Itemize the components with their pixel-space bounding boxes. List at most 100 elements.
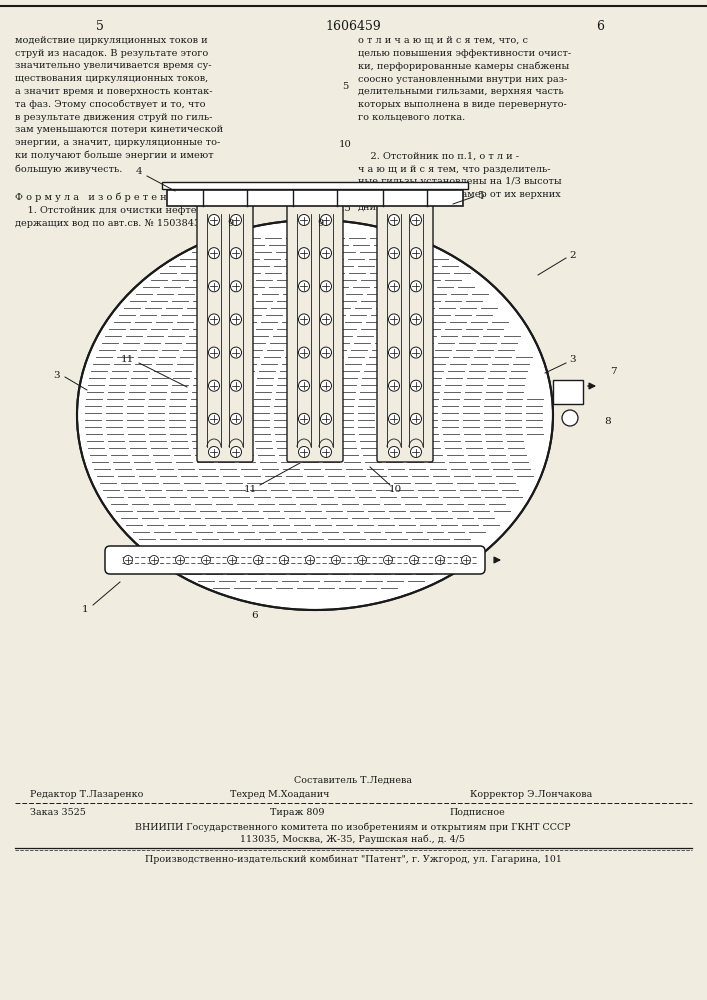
Circle shape (320, 314, 332, 325)
Circle shape (298, 413, 310, 424)
Circle shape (389, 380, 399, 391)
Text: Составитель Т.Леднева: Составитель Т.Леднева (294, 776, 412, 785)
Circle shape (436, 556, 445, 564)
Circle shape (209, 314, 219, 325)
Circle shape (149, 556, 158, 564)
Circle shape (358, 556, 366, 564)
Circle shape (298, 281, 310, 292)
Circle shape (201, 556, 211, 564)
Circle shape (409, 556, 419, 564)
Text: Техред М.Хоаданич: Техред М.Хоаданич (230, 790, 329, 799)
Circle shape (411, 281, 421, 292)
Text: 10: 10 (339, 140, 351, 149)
Text: 11: 11 (243, 486, 257, 494)
Circle shape (411, 248, 421, 259)
Text: Редактор Т.Лазаренко: Редактор Т.Лазаренко (30, 790, 144, 799)
Circle shape (320, 281, 332, 292)
Circle shape (562, 410, 578, 426)
Circle shape (298, 215, 310, 226)
Text: 1: 1 (82, 605, 88, 614)
Text: Производственно-издательский комбинат "Патент", г. Ужгород, ул. Гагарина, 101: Производственно-издательский комбинат "П… (144, 855, 561, 864)
Circle shape (411, 347, 421, 358)
Circle shape (389, 314, 399, 325)
Circle shape (389, 281, 399, 292)
Text: 9: 9 (227, 220, 233, 229)
Circle shape (320, 380, 332, 391)
Circle shape (209, 446, 219, 458)
Circle shape (209, 215, 219, 226)
Text: 5: 5 (477, 190, 484, 200)
Circle shape (175, 556, 185, 564)
Circle shape (298, 347, 310, 358)
Text: о т л и ч а ю щ и й с я тем, что, с
целью повышения эффективности очист-
ки, пер: о т л и ч а ю щ и й с я тем, что, с цель… (358, 36, 571, 122)
Circle shape (320, 215, 332, 226)
Circle shape (332, 556, 341, 564)
Text: 1606459: 1606459 (325, 20, 381, 33)
Circle shape (209, 380, 219, 391)
Text: модействие циркуляционных токов и
струй из насадок. В результате этого
значитель: модействие циркуляционных токов и струй … (15, 36, 223, 174)
Circle shape (230, 380, 242, 391)
FancyBboxPatch shape (197, 204, 253, 462)
Circle shape (411, 446, 421, 458)
Circle shape (298, 380, 310, 391)
Text: 7: 7 (609, 367, 617, 376)
Circle shape (320, 347, 332, 358)
Circle shape (411, 413, 421, 424)
Text: 6: 6 (596, 20, 604, 33)
Text: 11: 11 (120, 356, 134, 364)
Circle shape (254, 556, 262, 564)
Text: Подписное: Подписное (450, 808, 506, 817)
Circle shape (389, 446, 399, 458)
Text: ВНИИПИ Государственного комитета по изобретениям и открытиям при ГКНТ СССР: ВНИИПИ Государственного комитета по изоб… (135, 822, 571, 832)
Circle shape (228, 556, 237, 564)
Circle shape (279, 556, 288, 564)
Text: Корректор Э.Лончакова: Корректор Э.Лончакова (470, 790, 592, 799)
Circle shape (230, 446, 242, 458)
Text: Ф о р м у л а   и з о б р е т е н и я: Ф о р м у л а и з о б р е т е н и я (15, 192, 185, 202)
Bar (167, 190, 463, 206)
Text: 3: 3 (54, 370, 60, 379)
Text: 4: 4 (136, 167, 142, 176)
Circle shape (389, 248, 399, 259)
Circle shape (209, 248, 219, 259)
Bar (553, 380, 583, 404)
Circle shape (320, 413, 332, 424)
Bar (162, 182, 468, 189)
Text: 5: 5 (341, 82, 348, 91)
Circle shape (411, 215, 421, 226)
Circle shape (209, 413, 219, 424)
Ellipse shape (77, 220, 553, 610)
Circle shape (230, 314, 242, 325)
Text: 3: 3 (570, 356, 576, 364)
Circle shape (462, 556, 470, 564)
Circle shape (298, 446, 310, 458)
Circle shape (230, 347, 242, 358)
Circle shape (124, 556, 132, 564)
Circle shape (209, 281, 219, 292)
Circle shape (411, 380, 421, 391)
Text: 10: 10 (388, 486, 402, 494)
Text: 113035, Москва, Ж-35, Раушская наб., д. 4/5: 113035, Москва, Ж-35, Раушская наб., д. … (240, 835, 465, 844)
Circle shape (411, 314, 421, 325)
Circle shape (383, 556, 392, 564)
Text: Тираж 809: Тираж 809 (270, 808, 325, 817)
Text: 1. Отстойник для очистки нефтесо-
держащих вод по авт.св. № 1503843,: 1. Отстойник для очистки нефтесо- держащ… (15, 206, 211, 228)
Text: Заказ 3525: Заказ 3525 (30, 808, 86, 817)
Circle shape (230, 215, 242, 226)
Circle shape (209, 347, 219, 358)
Circle shape (230, 281, 242, 292)
FancyBboxPatch shape (105, 546, 485, 574)
Circle shape (230, 413, 242, 424)
Text: 6: 6 (252, 610, 258, 619)
Text: 5: 5 (96, 20, 104, 33)
Circle shape (389, 413, 399, 424)
Text: 9: 9 (317, 220, 323, 229)
Text: 2: 2 (570, 250, 576, 259)
Circle shape (320, 248, 332, 259)
Circle shape (230, 248, 242, 259)
Text: 15: 15 (339, 204, 351, 213)
Circle shape (305, 556, 315, 564)
Text: 8: 8 (604, 418, 612, 426)
Circle shape (320, 446, 332, 458)
Circle shape (298, 314, 310, 325)
